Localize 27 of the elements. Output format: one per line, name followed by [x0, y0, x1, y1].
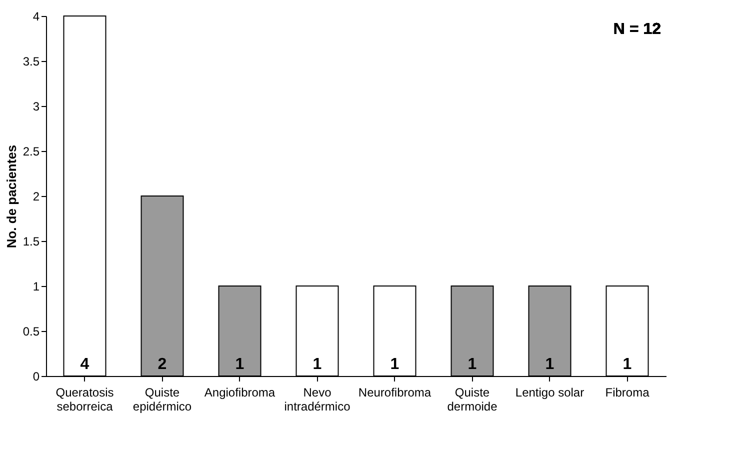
y-tick-label: 0: [32, 370, 40, 384]
annotation: N = 12: [613, 21, 662, 38]
x-tick-label: Neurofibroma: [358, 386, 432, 400]
data-label: 1: [545, 356, 554, 373]
x-tick-label: Quiste epidérmico: [132, 386, 192, 414]
y-tick-label: 3.5: [22, 54, 40, 68]
data-label: 2: [158, 356, 167, 373]
y-axis-title: No. de pacientes: [4, 144, 19, 248]
data-label: 1: [312, 356, 322, 373]
x-tick-label: Fibroma: [605, 386, 650, 400]
y-tick-label: 1.5: [22, 234, 40, 248]
y-tick-label: 2: [32, 190, 40, 204]
y-tick-label: 2.5: [22, 144, 40, 158]
x-tick-label: Nevo intradérmico: [284, 386, 351, 414]
y-tick-label: 4: [32, 10, 40, 24]
x-tick-label: Lentigo solar: [515, 386, 584, 400]
x-tick-label: Quiste dermoide: [447, 386, 498, 414]
x-tick-label: Angiofibroma: [204, 386, 276, 400]
data-label: 1: [390, 356, 400, 373]
data-label: 1: [468, 356, 477, 373]
y-tick-label: 0.5: [22, 324, 40, 338]
x-tick-label: Queratosis seborreica: [56, 386, 114, 414]
data-label: 1: [235, 356, 244, 373]
data-label: 4: [80, 356, 90, 373]
y-tick-label: 3: [32, 100, 40, 114]
y-tick-label: 1: [32, 280, 40, 294]
data-label: 1: [622, 356, 632, 373]
